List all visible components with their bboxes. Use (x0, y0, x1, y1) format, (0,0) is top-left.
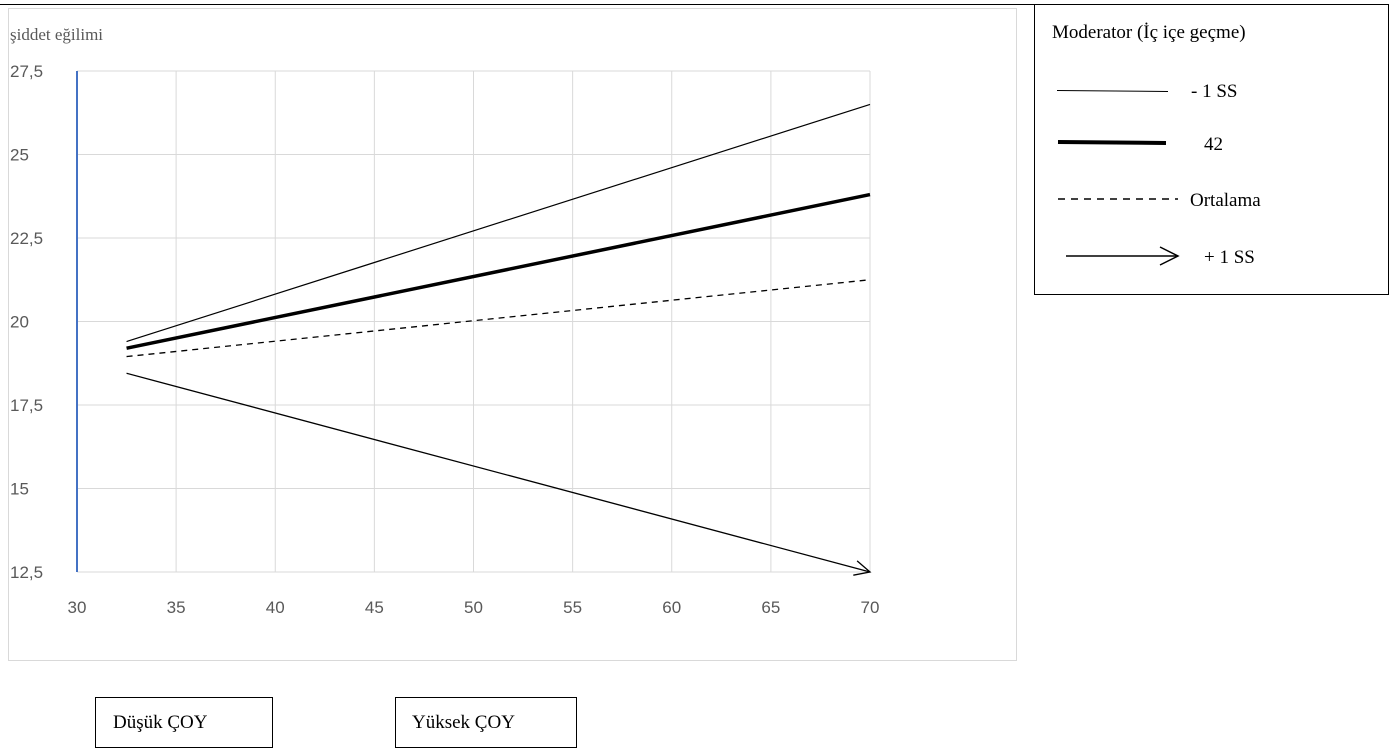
high-coy-frame (395, 697, 577, 748)
x-tick-label: 30 (68, 598, 87, 617)
y-tick-label: 22,5 (10, 229, 43, 248)
legend-box (1034, 4, 1389, 295)
legend-label-plus-1ss: + 1 SS (1204, 247, 1255, 268)
series-line-1 (126, 192, 871, 350)
y-tick-label: 17,5 (10, 396, 43, 415)
series-arrowhead-icon (853, 560, 872, 576)
legend-title: Moderator (İç içe geçme) (1052, 22, 1246, 43)
y-tick-label: 27,5 (10, 62, 43, 81)
y-axis-title: şiddet eğilimi (10, 25, 103, 44)
x-tick-label: 60 (662, 598, 681, 617)
legend-label-minus-1ss: - 1 SS (1191, 81, 1237, 102)
legend-swatch-thick (1057, 140, 1167, 145)
x-tick-label: 50 (464, 598, 483, 617)
y-tick-label: 25 (10, 146, 29, 165)
series-line-3 (126, 372, 871, 573)
x-tick-label: 70 (861, 598, 880, 617)
series-lines (126, 103, 872, 576)
x-tick-label: 35 (167, 598, 186, 617)
low-coy-frame (95, 697, 273, 748)
y-tick-label: 20 (10, 313, 29, 332)
tick-labels: 12,5 15 17,5 20 22,5 25 27,5 30 35 40 45 50 55 60 65 70 (10, 62, 879, 617)
y-tick-label: 15 (10, 480, 29, 499)
legend-swatch-thin (1056, 90, 1169, 92)
y-tick-label: 12,5 (10, 563, 43, 582)
x-tick-label: 45 (365, 598, 384, 617)
high-coy-label: Yüksek ÇOY (412, 712, 515, 733)
series-line-2 (126, 279, 871, 358)
low-coy-box: Düşük ÇOY (95, 697, 273, 748)
legend-label-ortalama: Ortalama (1190, 190, 1261, 211)
x-tick-label: 40 (266, 598, 285, 617)
low-coy-label: Düşük ÇOY (113, 712, 208, 733)
series-line-0 (126, 103, 871, 343)
high-coy-box: Yüksek ÇOY (395, 697, 577, 748)
legend-label-42: 42 (1204, 134, 1223, 155)
legend-arrowhead-icon (1159, 246, 1180, 266)
x-tick-label: 55 (563, 598, 582, 617)
x-tick-label: 65 (761, 598, 780, 617)
legend: Moderator (İç içe geçme) - 1 SS 42 Ortal… (1034, 4, 1389, 295)
